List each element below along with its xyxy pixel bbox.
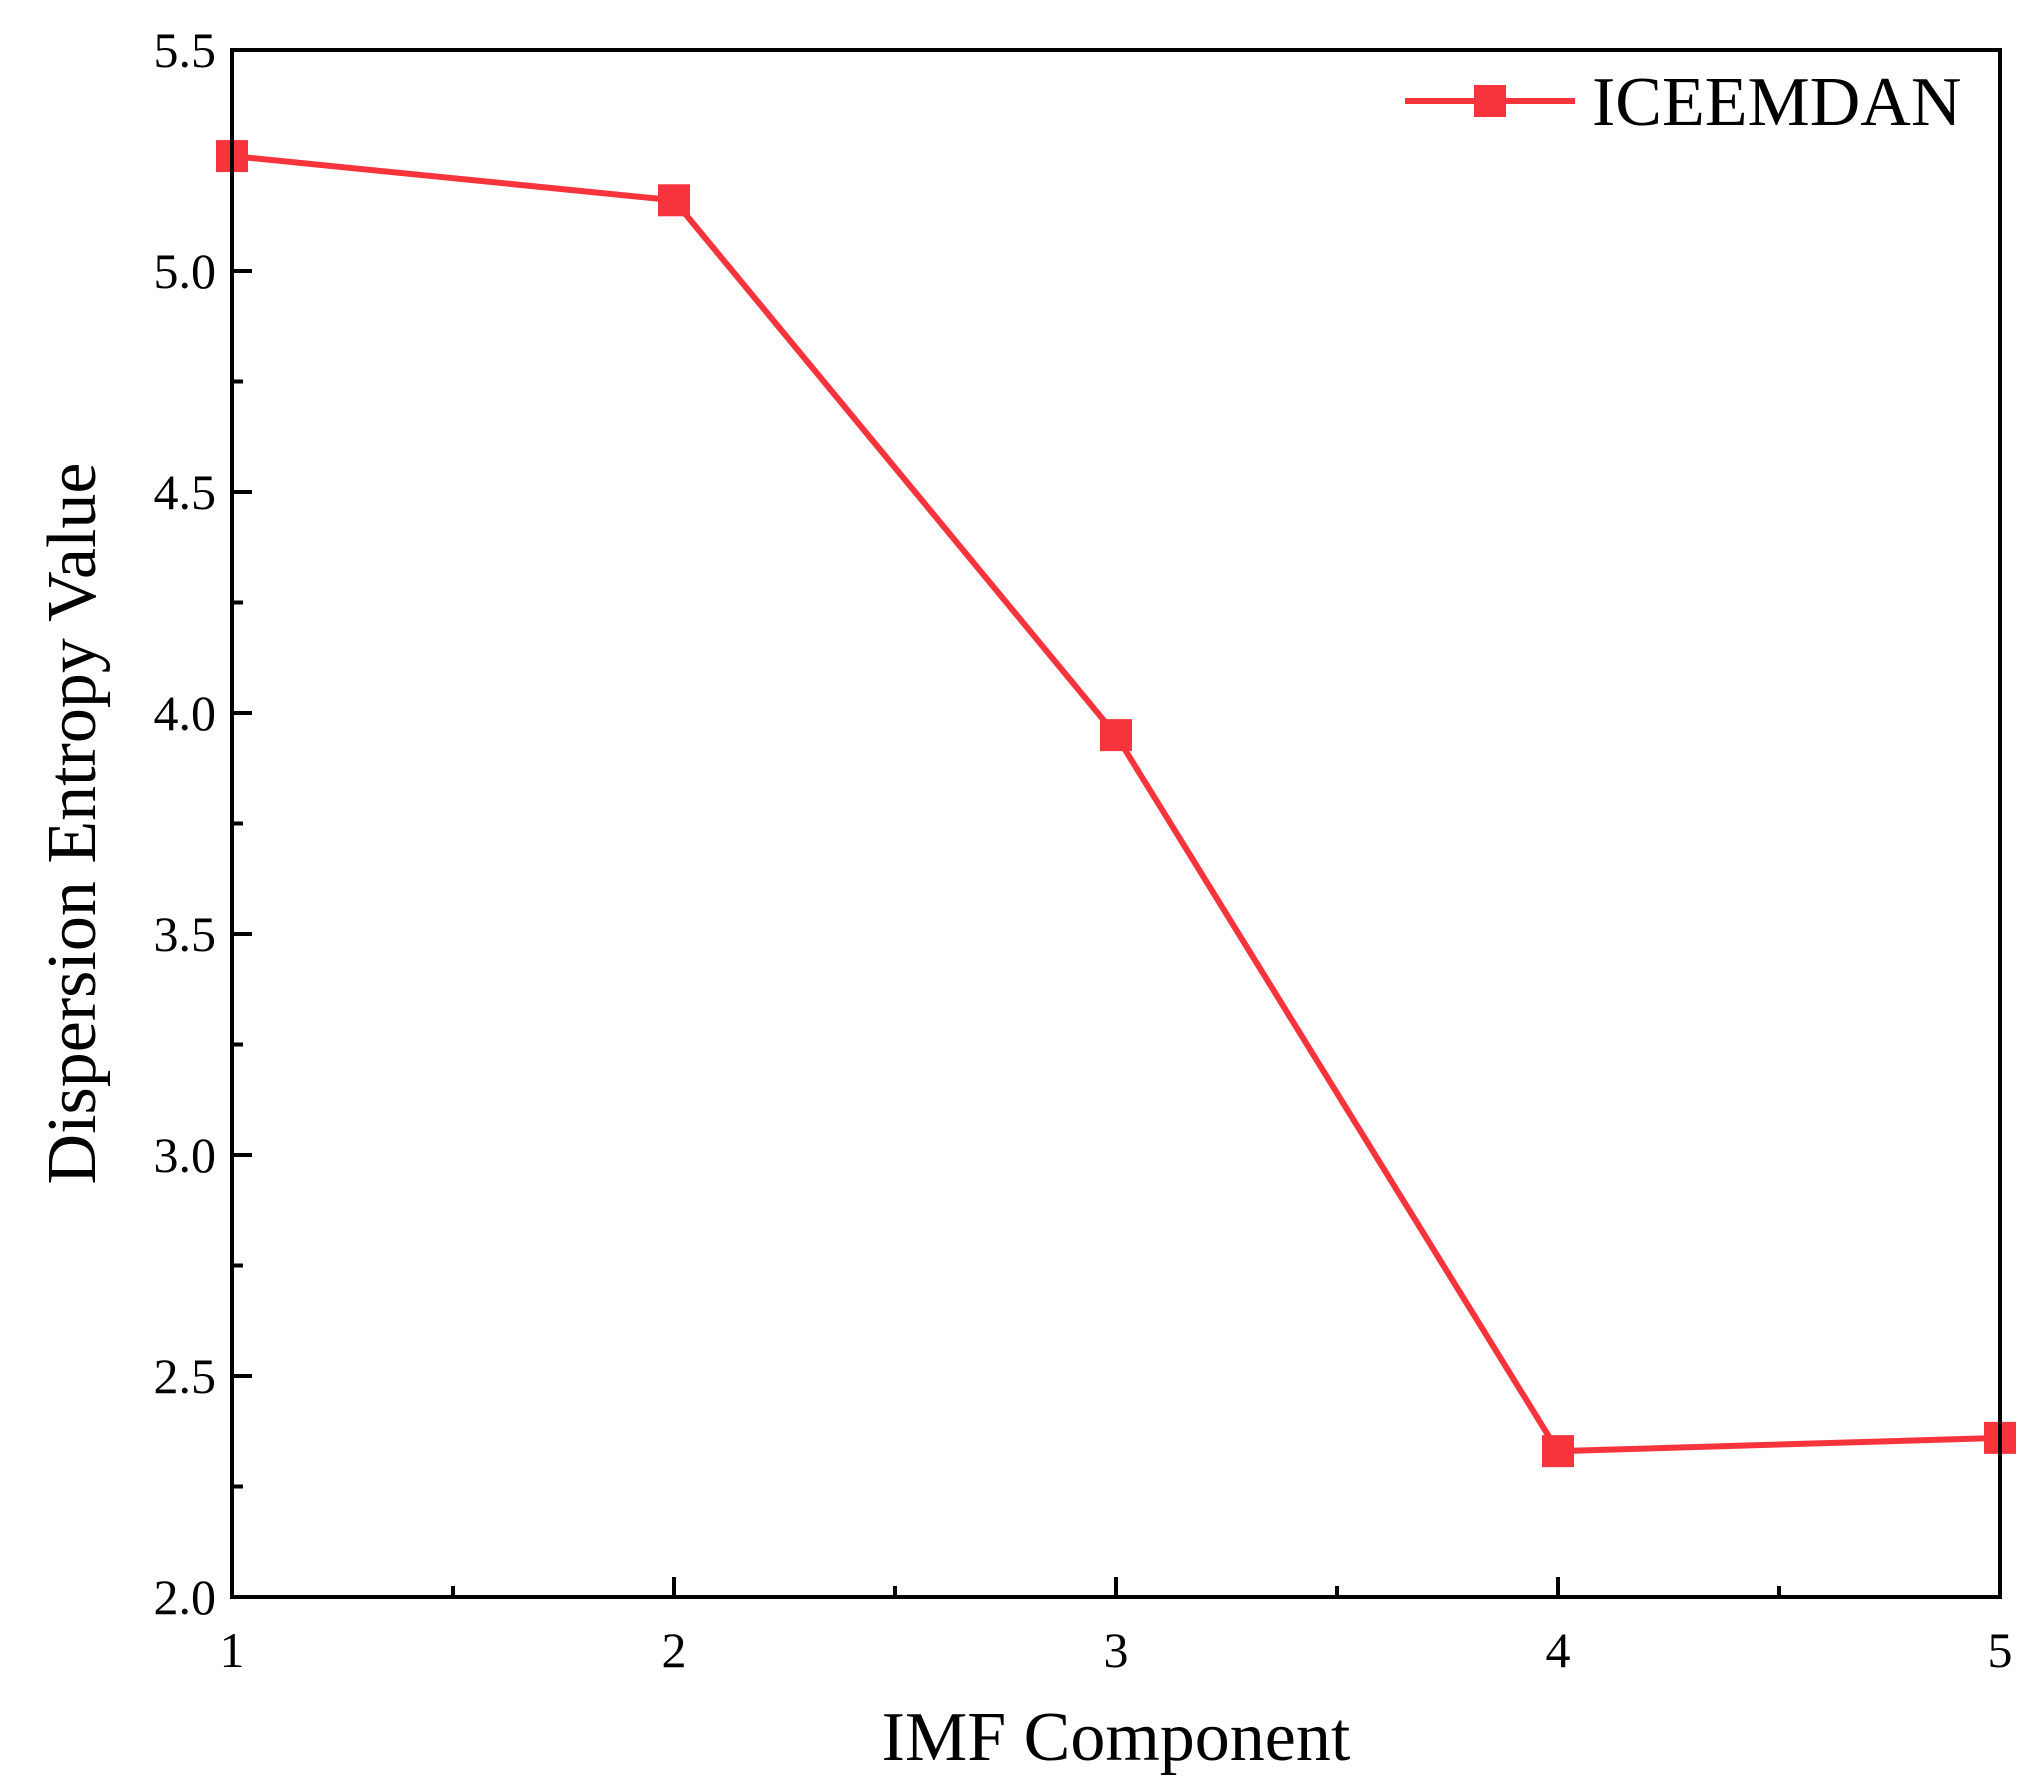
series-layer [216, 140, 2016, 1468]
x-tick-labels: 1 2 3 4 5 [220, 1622, 2013, 1678]
x-tick-label: 2 [662, 1622, 687, 1678]
y-tick-label: 4.0 [154, 685, 217, 741]
y-tick-label: 3.5 [154, 906, 217, 962]
plot-frame [230, 48, 2002, 1599]
legend: ICEEMDAN [1405, 64, 1961, 141]
y-tick-labels: 2.0 2.5 3.0 3.5 4.0 4.5 5.0 5.5 [154, 22, 217, 1625]
data-point-marker [1542, 1435, 1574, 1468]
x-tick-label: 1 [220, 1622, 245, 1678]
x-tick-label: 4 [1546, 1622, 1571, 1678]
y-tick-label: 2.5 [154, 1348, 217, 1404]
legend-entry-label: ICEEMDAN [1592, 64, 1961, 141]
y-axis-title: Dispersion Entropy Value [34, 463, 111, 1185]
y-tick-label: 3.0 [154, 1127, 217, 1183]
x-tick-label: 3 [1104, 1622, 1129, 1678]
x-major-ticks [230, 1577, 2002, 1597]
data-point-marker [658, 184, 690, 217]
y-tick-label: 2.0 [154, 1569, 217, 1625]
y-tick-label: 5.5 [154, 22, 217, 78]
x-tick-label: 5 [1988, 1622, 2013, 1678]
y-tick-label: 5.0 [154, 243, 217, 299]
y-major-ticks [232, 48, 252, 1599]
series-line [231, 153, 2001, 1455]
x-axis-title: IMF Component [882, 1699, 1351, 1776]
y-tick-label: 4.5 [154, 464, 217, 520]
data-point-marker [1100, 719, 1132, 752]
legend-marker-square [1474, 85, 1506, 117]
